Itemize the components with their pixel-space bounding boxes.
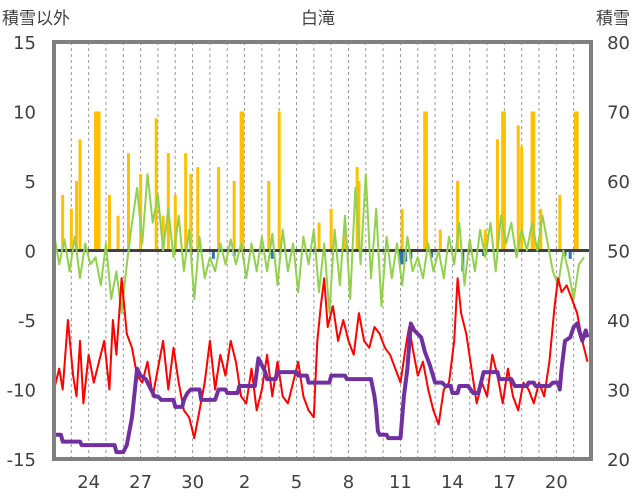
right-tick-label: 70	[607, 103, 630, 124]
bar	[95, 111, 99, 251]
x-tick-label: 24	[77, 472, 100, 493]
bar	[97, 111, 101, 251]
left-tick-label: 10	[13, 103, 36, 124]
bar	[568, 250, 572, 259]
bar	[423, 111, 427, 251]
line-series	[53, 173, 590, 455]
bar	[161, 215, 165, 251]
bar	[532, 111, 536, 251]
bar	[107, 194, 111, 251]
series-line	[54, 321, 590, 455]
bar	[184, 153, 188, 251]
bar	[558, 194, 562, 251]
left-tick-label: -10	[7, 381, 36, 402]
x-tick-label: 20	[545, 472, 568, 493]
bar	[398, 250, 402, 265]
x-tick-label: 30	[181, 472, 204, 493]
bar	[343, 229, 347, 251]
right-tick-label: 50	[607, 242, 630, 263]
bar	[211, 250, 215, 259]
right-tick-label: 80	[607, 33, 630, 54]
x-tick-label: 2	[239, 472, 250, 493]
bar	[196, 167, 200, 251]
bar	[456, 181, 460, 251]
x-tick-label: 5	[291, 472, 302, 493]
bar	[277, 111, 281, 251]
left-tick-label: -15	[7, 450, 36, 471]
x-axis-ticks: 24 27 30 2 5 8 11 14 17 20	[77, 472, 568, 493]
bar	[495, 139, 499, 251]
bar	[154, 118, 158, 251]
right-tick-label: 30	[607, 381, 630, 402]
left-tick-label: -5	[18, 311, 36, 332]
series-line	[53, 173, 585, 315]
bar	[400, 250, 404, 265]
bar	[430, 250, 434, 258]
left-tick-label: 5	[25, 172, 36, 193]
x-tick-label: 17	[493, 472, 516, 493]
bar	[232, 181, 236, 251]
bar	[267, 181, 271, 251]
x-tick-label: 8	[343, 472, 354, 493]
bar	[94, 111, 98, 251]
bar	[69, 208, 73, 251]
right-tick-label: 40	[607, 311, 630, 332]
bar	[357, 181, 361, 251]
right-tick-label: 60	[607, 172, 630, 193]
x-tick-label: 11	[389, 472, 412, 493]
bar	[270, 250, 274, 259]
bar	[502, 111, 506, 251]
left-axis-ticks: 15 10 5 0 -5 -10 -15	[7, 33, 36, 471]
bar	[530, 111, 534, 251]
bar	[317, 222, 321, 251]
right-axis-label: 積雪	[596, 9, 630, 29]
bar	[75, 181, 79, 251]
bar	[520, 146, 524, 251]
right-axis-ticks: 80 70 60 50 40 30 20	[607, 33, 630, 471]
bar-series	[61, 111, 579, 272]
bar	[573, 111, 577, 251]
bar	[575, 111, 579, 251]
bar	[189, 174, 193, 251]
bar	[329, 208, 333, 251]
bar	[173, 194, 177, 251]
bar	[116, 215, 120, 251]
chart-title: 白滝	[301, 9, 335, 29]
bar	[239, 111, 243, 251]
bar	[241, 111, 245, 251]
bar	[166, 153, 170, 251]
x-tick-label: 14	[441, 472, 464, 493]
bar	[438, 229, 442, 251]
bar	[501, 111, 505, 251]
left-axis-label: 積雪以外	[2, 9, 70, 29]
bar	[483, 229, 487, 251]
bar	[78, 139, 82, 251]
bar	[139, 174, 143, 251]
x-tick-label: 27	[129, 472, 152, 493]
bar	[516, 125, 520, 251]
bar	[424, 111, 428, 251]
bar	[217, 167, 221, 251]
bar	[126, 153, 130, 251]
left-tick-label: 0	[25, 242, 36, 263]
bar	[400, 208, 404, 251]
left-tick-label: 15	[13, 33, 36, 54]
plot-frame	[52, 40, 593, 461]
right-tick-label: 20	[607, 450, 630, 471]
bar	[61, 194, 65, 251]
